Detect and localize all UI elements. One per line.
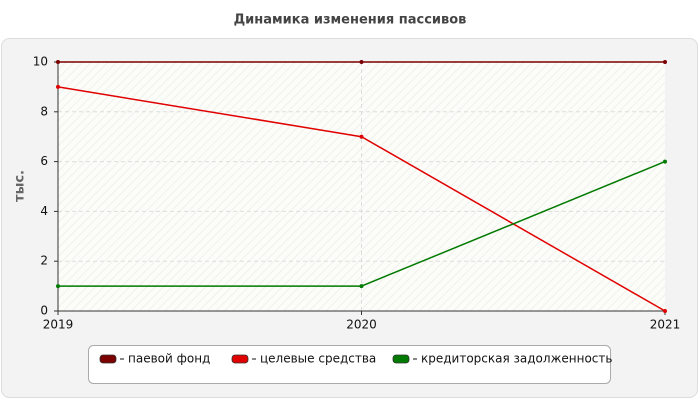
y-tick-label: 8 (40, 104, 48, 118)
legend-swatch (231, 354, 249, 364)
legend-label: паевой фонд (128, 352, 210, 366)
x-tick-label: 2019 (43, 318, 74, 332)
y-tick-label: 10 (33, 55, 48, 69)
point (56, 84, 60, 89)
point (663, 60, 667, 64)
legend-label: кредиторская задолженность (421, 352, 612, 366)
y-tick-label: 2 (40, 254, 48, 268)
point (56, 284, 60, 289)
point (56, 60, 60, 64)
y-tick-label: 4 (40, 204, 48, 218)
legend-swatch (392, 354, 410, 364)
y-tick-label: 0 (40, 304, 48, 318)
point (663, 309, 667, 313)
chart-title: Динамика изменения пассивов (234, 13, 467, 28)
point (663, 159, 667, 164)
x-tick-label: 2020 (346, 318, 377, 332)
point (359, 134, 364, 139)
legend (88, 345, 611, 384)
point (359, 60, 364, 64)
y-tick-label: 6 (40, 154, 48, 168)
y-axis-label: тыс. (13, 170, 28, 202)
legend-label: целевые средства (260, 352, 376, 366)
x-tick-label: 2021 (650, 318, 681, 332)
legend-swatch (99, 354, 117, 364)
point (359, 284, 364, 289)
